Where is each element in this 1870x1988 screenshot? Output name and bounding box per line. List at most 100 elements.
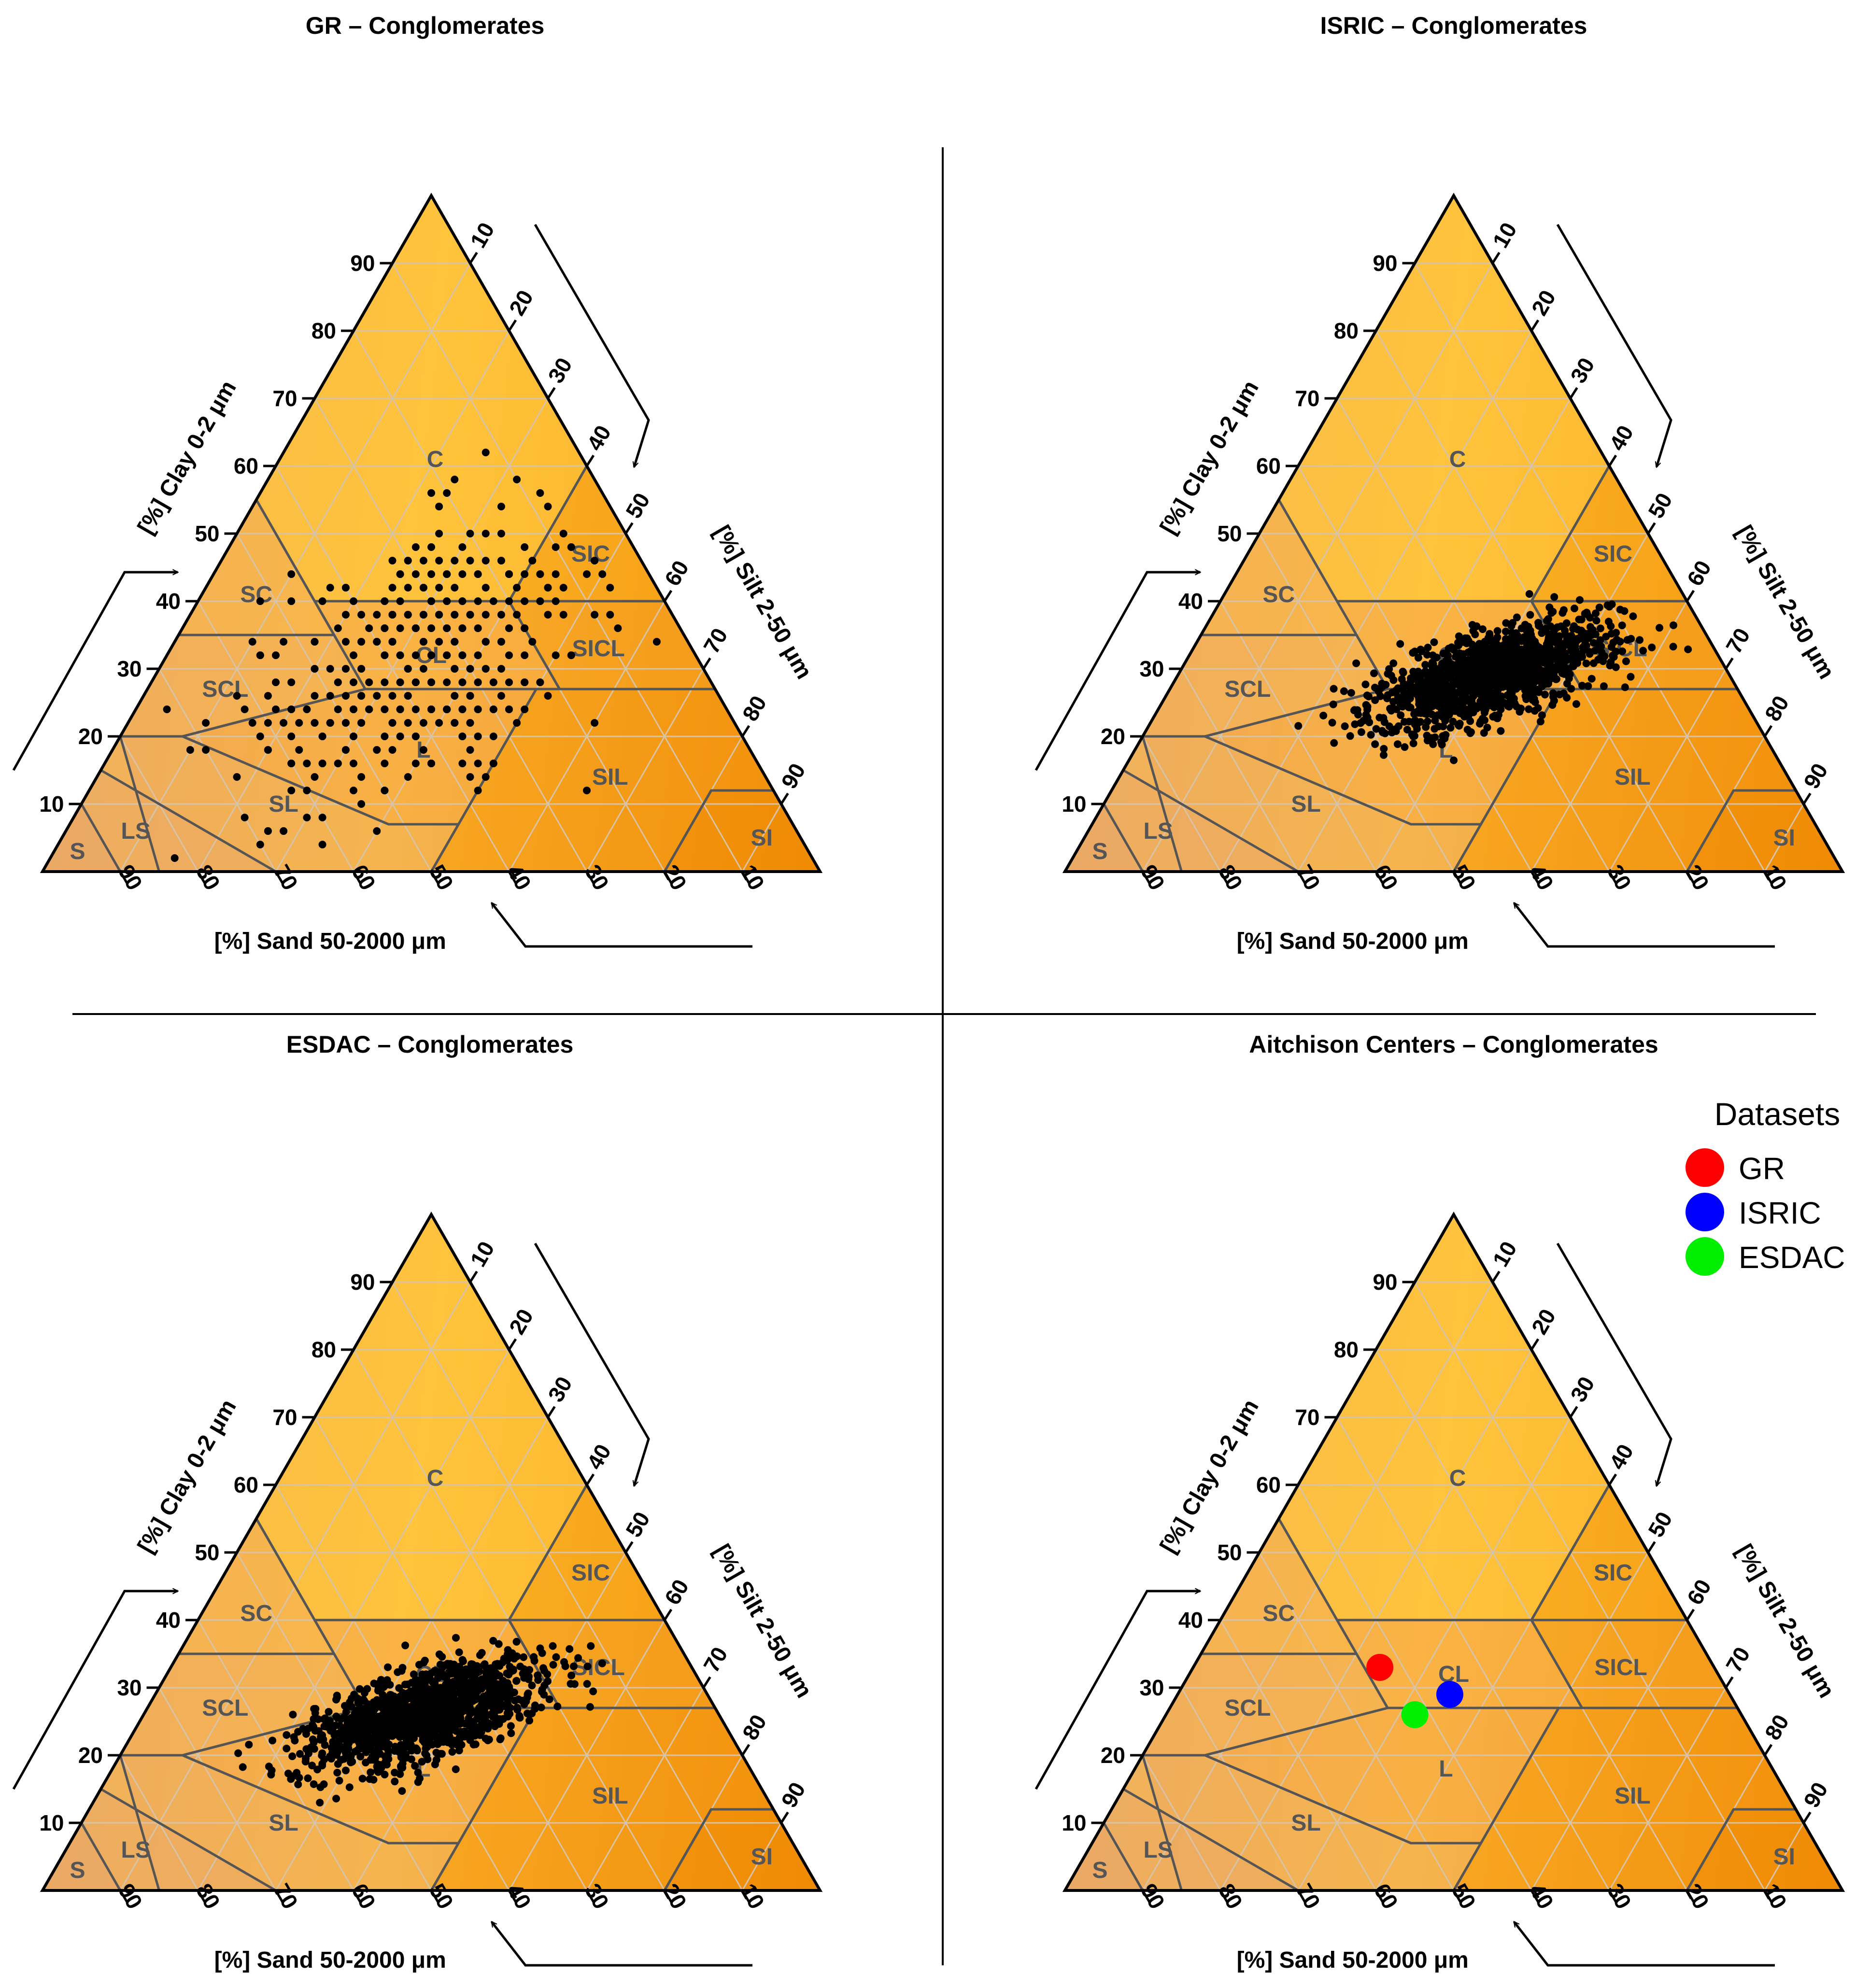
grid-line-sand: [197, 1620, 354, 1891]
panel-title: ISRIC – Conglomerates: [1320, 12, 1587, 39]
tick-silt: [508, 319, 517, 332]
data-point: [1528, 676, 1536, 684]
data-point: [334, 678, 342, 686]
grid-line-silt: [1608, 1687, 1727, 1891]
tick-label-silt: 30: [1565, 1372, 1600, 1406]
data-point: [1376, 692, 1385, 700]
data-point: [1618, 647, 1627, 655]
tick-label-clay: 80: [1334, 1337, 1359, 1362]
axis-label-clay: [%] Clay 0-2 μm: [1155, 376, 1264, 538]
data-point: [350, 651, 357, 659]
data-point: [1556, 691, 1564, 699]
data-point: [408, 1704, 416, 1712]
tick-label-silt: 60: [660, 556, 694, 590]
data-point: [1502, 640, 1510, 648]
data-point: [583, 1680, 591, 1688]
tick-label-clay: 70: [272, 1405, 297, 1430]
data-point: [1422, 723, 1430, 731]
data-point: [291, 1736, 299, 1745]
data-point: [589, 1687, 597, 1695]
data-point: [427, 678, 435, 686]
axis-label-sand: [%] Sand 50-2000 μm: [1237, 929, 1469, 954]
data-point: [1417, 647, 1426, 655]
tick-label-silt: 40: [582, 421, 616, 455]
arrow-sand-icon: [491, 903, 752, 948]
axis-label-sand: [%] Sand 50-2000 μm: [1237, 1947, 1469, 1973]
data-point: [458, 1656, 467, 1664]
data-point: [444, 1738, 452, 1747]
data-point: [1506, 678, 1514, 687]
tick-sand: [1374, 1889, 1384, 1903]
data-point: [520, 1700, 528, 1708]
grid-line-silt: [586, 1687, 704, 1891]
data-point: [388, 692, 397, 700]
data-point: [439, 1661, 448, 1669]
data-point: [287, 597, 296, 605]
axis-label-silt: [%] Silt 2-50 μm: [708, 1540, 817, 1702]
data-point: [396, 678, 404, 686]
class-label-s: S: [70, 1858, 85, 1883]
data-point: [1460, 692, 1468, 701]
data-point: [1478, 650, 1486, 658]
data-point: [559, 611, 567, 619]
data-point: [1539, 654, 1547, 662]
tick-silt: [585, 1473, 595, 1486]
data-point: [308, 1762, 316, 1770]
tick-label-clay: 70: [1295, 1405, 1319, 1430]
data-point: [1627, 673, 1635, 681]
tick-label-silt: 70: [1721, 624, 1755, 658]
data-point: [438, 1727, 446, 1735]
data-point: [1389, 704, 1397, 712]
data-point: [341, 719, 350, 727]
axis-label-clay: [%] Clay 0-2 μm: [1155, 1395, 1264, 1557]
legend-label-gr: GR: [1739, 1151, 1785, 1186]
data-point: [442, 1706, 451, 1715]
tick-label-silt: 80: [737, 691, 772, 725]
data-point: [497, 611, 505, 619]
data-point: [1508, 619, 1516, 627]
data-point: [296, 1750, 304, 1758]
data-point: [1405, 718, 1413, 726]
data-point: [415, 1723, 424, 1732]
data-point: [304, 1774, 312, 1782]
data-point: [335, 1777, 343, 1785]
data-point: [1432, 685, 1441, 693]
data-point: [1561, 630, 1570, 638]
data-point: [341, 611, 350, 619]
data-point: [443, 570, 451, 578]
tick-silt: [1491, 252, 1501, 264]
data-point: [513, 611, 521, 619]
data-point: [1551, 625, 1559, 634]
data-point: [1429, 740, 1437, 748]
class-label-sc: SC: [240, 582, 272, 607]
data-point: [380, 1683, 388, 1692]
class-label-c: C: [427, 447, 444, 472]
data-point: [414, 1709, 423, 1718]
class-region-sil: [431, 689, 774, 872]
data-point: [468, 1660, 477, 1668]
data-point: [606, 584, 614, 592]
data-point: [445, 1733, 453, 1741]
axis-label-silt: [%] Silt 2-50 μm: [1731, 1540, 1840, 1702]
tick-silt: [1569, 1406, 1578, 1418]
data-point: [400, 1733, 408, 1741]
data-point: [504, 1650, 512, 1658]
data-point: [482, 449, 490, 456]
arrow-silt-icon: [534, 1242, 650, 1486]
data-point: [415, 1775, 424, 1783]
data-point: [443, 1692, 451, 1700]
data-point: [427, 705, 435, 713]
class-label-sl: SL: [1291, 791, 1320, 817]
tick-label-clay: 30: [1139, 1675, 1164, 1700]
data-point: [1466, 717, 1474, 725]
arrow-clay-icon: [1034, 1591, 1200, 1790]
class-label-sicl: SICL: [1594, 1655, 1647, 1680]
tick-label-clay: 60: [234, 453, 258, 479]
data-point: [512, 1637, 521, 1646]
data-point: [428, 1740, 437, 1748]
data-point: [326, 665, 334, 673]
data-point: [373, 638, 381, 646]
data-point: [471, 1740, 480, 1748]
data-point: [1502, 670, 1511, 678]
data-point: [400, 1707, 408, 1715]
